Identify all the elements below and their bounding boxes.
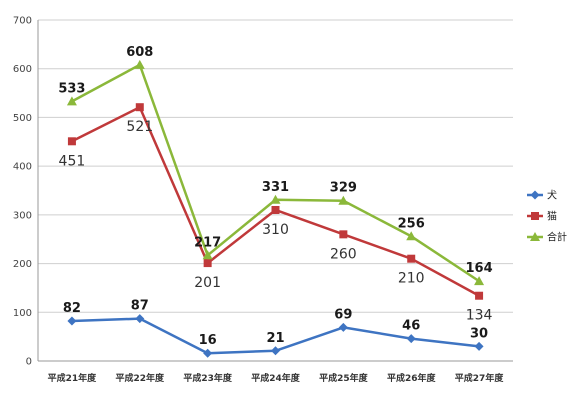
- x-tick-label: 平成23年度: [183, 372, 233, 384]
- y-tick-label: 400: [13, 162, 32, 173]
- data-point: [66, 96, 77, 106]
- data-label: 201: [194, 275, 221, 291]
- legend-item: 犬: [527, 189, 557, 202]
- data-label: 256: [398, 216, 425, 231]
- data-point: [338, 195, 349, 205]
- data-label: 329: [330, 181, 357, 196]
- data-label: 331: [262, 180, 289, 195]
- data-point: [134, 59, 145, 69]
- y-tick-label: 300: [13, 210, 32, 221]
- y-tick-label: 0: [26, 357, 32, 368]
- data-point: [135, 314, 145, 324]
- x-tick-label: 平成27年度: [455, 372, 505, 384]
- data-point: [530, 190, 540, 200]
- data-point: [339, 230, 348, 239]
- data-label: 69: [334, 307, 352, 322]
- data-point: [530, 232, 540, 241]
- data-point: [407, 254, 416, 263]
- data-label: 521: [126, 119, 153, 135]
- data-point: [475, 291, 484, 300]
- legend-label: 犬: [547, 189, 557, 202]
- data-label: 87: [131, 299, 149, 314]
- data-point: [271, 346, 280, 356]
- data-label: 30: [470, 326, 488, 341]
- x-tick-label: 平成24年度: [251, 372, 301, 384]
- data-point: [338, 322, 348, 332]
- legend-label: 合計: [547, 231, 567, 244]
- data-label: 451: [59, 153, 86, 169]
- data-point: [67, 137, 76, 146]
- data-point: [67, 316, 77, 326]
- data-point: [271, 205, 280, 214]
- legend-label: 猫: [547, 210, 557, 223]
- data-point: [202, 250, 213, 260]
- series-2: 451 521 201 310 260 210 134: [59, 103, 493, 324]
- data-label: 210: [398, 271, 425, 287]
- series-3: 533 608 217 331 329 256 164: [58, 45, 493, 286]
- y-tick-label: 700: [13, 16, 32, 27]
- series-1: 82 87 16 21 69 46 30: [63, 299, 488, 358]
- data-point: [474, 341, 484, 351]
- data-point: [474, 276, 485, 286]
- data-label: 608: [126, 45, 153, 60]
- series-line: [71, 63, 480, 283]
- data-label: 217: [194, 235, 221, 250]
- x-tick-label: 平成22年度: [116, 372, 166, 384]
- data-point: [531, 212, 539, 220]
- y-tick-label: 600: [13, 64, 32, 75]
- data-point: [270, 194, 281, 204]
- data-label: 164: [466, 261, 493, 276]
- data-label: 21: [266, 331, 284, 346]
- data-label: 16: [199, 333, 217, 348]
- data-point: [406, 334, 416, 344]
- legend-item: 合計: [527, 231, 567, 244]
- data-label: 310: [262, 222, 289, 238]
- data-label: 134: [466, 308, 493, 324]
- data-label: 260: [330, 246, 357, 262]
- x-tick-label: 平成21年度: [48, 372, 98, 384]
- data-label: 82: [63, 301, 81, 316]
- data-label: 533: [58, 81, 85, 96]
- y-tick-label: 200: [13, 259, 32, 270]
- y-tick-label: 100: [13, 308, 32, 319]
- data-point: [203, 259, 212, 268]
- legend-item: 猫: [527, 210, 557, 223]
- data-point: [203, 348, 213, 358]
- data-label: 46: [402, 319, 420, 334]
- data-point: [135, 103, 144, 112]
- y-tick-label: 500: [13, 113, 32, 124]
- x-tick-label: 平成25年度: [319, 372, 369, 384]
- x-tick-label: 平成26年度: [387, 372, 437, 384]
- data-point: [406, 231, 417, 241]
